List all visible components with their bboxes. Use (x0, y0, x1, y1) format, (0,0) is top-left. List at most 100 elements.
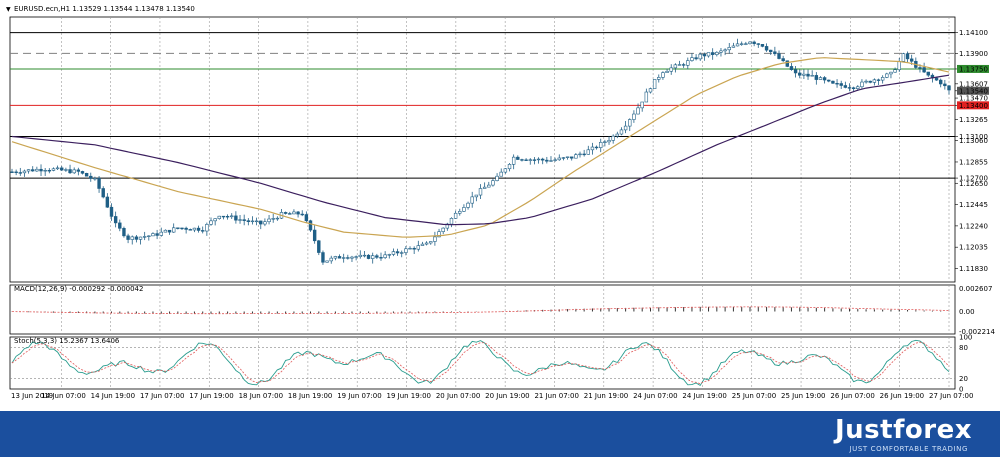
candle-body (495, 175, 499, 181)
time-tick-label: 26 Jun 19:00 (880, 392, 924, 400)
candle-body (876, 79, 881, 81)
candle-body (420, 243, 425, 246)
candle-body (632, 113, 636, 120)
candle-body (715, 51, 719, 55)
candle-body (404, 248, 408, 253)
candle-body (681, 64, 686, 66)
candle-body (308, 220, 313, 231)
candle-body (574, 154, 578, 159)
candle-body (89, 175, 93, 179)
candle-body (739, 43, 744, 45)
moving-average-slow (11, 74, 950, 226)
candle-body (230, 215, 234, 218)
price-tick-label: 1.11830 (959, 265, 988, 273)
candle-body (433, 236, 437, 242)
candle-body (159, 231, 163, 236)
candle-body (263, 221, 267, 225)
time-tick-label: 25 Jun 07:00 (732, 392, 776, 400)
collapse-arrow-icon[interactable]: ▼ (6, 6, 11, 13)
candle-body (918, 67, 922, 69)
candle-body (109, 206, 114, 217)
candle-body (192, 227, 197, 231)
candle-body (283, 212, 288, 214)
candle-body (142, 236, 147, 238)
candle-body (727, 47, 731, 51)
macd-tick-label: -0.002214 (959, 328, 995, 336)
candle-body (424, 242, 429, 245)
candle-body (163, 229, 168, 233)
candle-body (122, 228, 126, 237)
candle-body (362, 254, 367, 257)
time-tick-label: 26 Jun 07:00 (830, 392, 874, 400)
stoch-tick-label: 20 (959, 375, 968, 383)
indicator-labels: ▼ EURUSD.ecn,H1 1.13529 1.13544 1.13478 … (6, 5, 195, 345)
candle-body (818, 77, 823, 80)
candle-body (76, 169, 81, 172)
candle-body (288, 213, 292, 215)
candle-body (503, 168, 508, 173)
candle-body (412, 247, 416, 250)
candle-body (201, 230, 205, 232)
candle-body (118, 222, 122, 229)
candle-body (723, 49, 727, 52)
candle-body (868, 80, 872, 83)
candle-body (553, 159, 557, 161)
candle-body (188, 229, 192, 231)
candle-body (205, 224, 209, 232)
candle-body (860, 81, 864, 88)
price-chart: 1.141001.139001.137501.136071.135401.134… (6, 5, 995, 400)
candle-body (400, 252, 404, 254)
candle-body (628, 119, 632, 127)
candle-body (126, 235, 130, 240)
candle-body (756, 43, 760, 45)
candle-body (748, 41, 752, 45)
candle-body (333, 256, 338, 259)
candle-body (623, 125, 628, 131)
candle-body (375, 255, 379, 258)
candle-body (246, 220, 251, 222)
candle-body (312, 229, 317, 242)
candle-body (611, 135, 615, 141)
candle-body (317, 240, 321, 253)
time-tick-label: 14 Jun 19:00 (91, 392, 135, 400)
stoch-tick-label: 80 (959, 344, 968, 352)
candle-body (570, 156, 574, 159)
candle-body (893, 69, 897, 73)
candle-body (760, 44, 765, 47)
candle-body (242, 219, 246, 221)
candle-body (429, 241, 433, 244)
stoch-panel-frame (9, 336, 956, 390)
time-tick-label: 17 Jun 07:00 (140, 392, 184, 400)
candle-body (885, 73, 889, 78)
candle-body (640, 101, 644, 109)
candle-body (706, 52, 711, 57)
time-tick-label: 20 Jun 19:00 (485, 392, 529, 400)
candle-body (304, 214, 309, 222)
candle-body (777, 53, 781, 59)
candle-body (856, 86, 860, 89)
candle-body (516, 156, 520, 160)
candle-body (652, 79, 657, 89)
candle-body (275, 217, 280, 220)
price-tick-label: 1.12650 (959, 180, 988, 188)
candle-body (822, 77, 827, 81)
candle-body (22, 170, 27, 174)
candle-body (259, 220, 263, 225)
candle-body (586, 149, 590, 155)
time-tick-label: 18 Jun 19:00 (288, 392, 332, 400)
symbol-info: EURUSD.ecn,H1 1.13529 1.13544 1.13478 1.… (14, 5, 195, 13)
candle-body (599, 142, 603, 148)
candle-body (603, 141, 607, 143)
candle-body (184, 227, 188, 230)
candle-body (839, 83, 843, 86)
candle-body (524, 159, 528, 161)
price-tick-label: 1.13400 (959, 102, 988, 110)
price-panel-frame (9, 16, 956, 283)
candle-body (731, 45, 736, 48)
candle-body (557, 157, 561, 161)
candle-body (939, 79, 943, 85)
candle-body (669, 67, 673, 72)
candle-body (341, 257, 346, 259)
price-tick-label: 1.13100 (959, 133, 988, 141)
